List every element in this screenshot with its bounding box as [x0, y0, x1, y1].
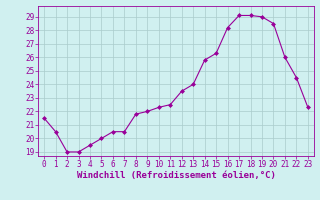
X-axis label: Windchill (Refroidissement éolien,°C): Windchill (Refroidissement éolien,°C) — [76, 171, 276, 180]
